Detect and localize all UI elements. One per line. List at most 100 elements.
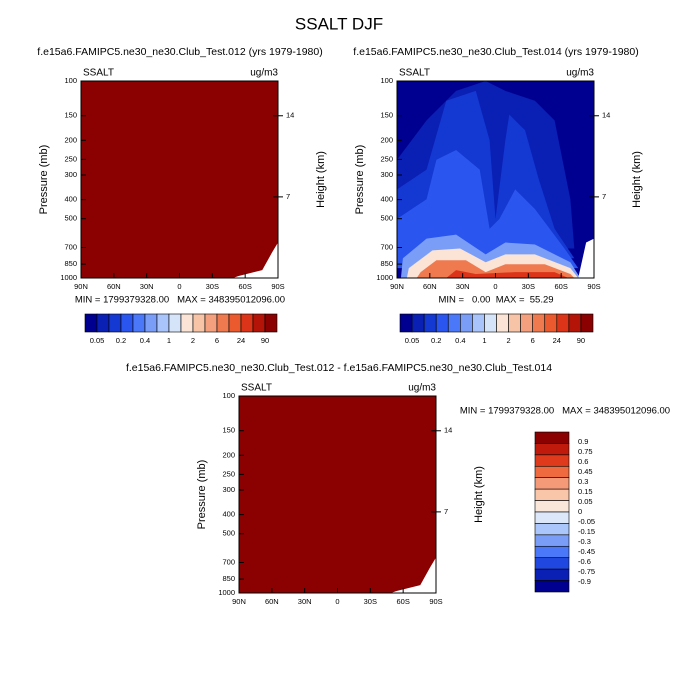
- colorbar-label: -0.45: [578, 547, 595, 556]
- colorbar-label: -0.9: [578, 577, 591, 586]
- colorbar-box: [108, 313, 122, 333]
- y2-tick-label: 7: [286, 192, 290, 201]
- colorbar-label: 0.05: [90, 336, 105, 345]
- y-tick-label: 200: [380, 135, 393, 144]
- y-tick-label: 200: [64, 135, 77, 144]
- x-tick-label: 60N: [107, 282, 121, 291]
- colorbar-label: 0.4: [455, 336, 465, 345]
- x-tick-label: 30N: [456, 282, 470, 291]
- contour-fill: [446, 270, 569, 278]
- x-tick-label: 30S: [206, 282, 219, 291]
- y-tick-label: 1000: [60, 273, 77, 282]
- colorbar-label: 0.6: [578, 457, 588, 466]
- y-tick-label: 100: [222, 391, 235, 400]
- colorbar-box: [534, 523, 570, 536]
- x-tick-label: 60N: [265, 597, 279, 606]
- y-tick-label: 150: [222, 426, 235, 435]
- x-tick-label: 90N: [74, 282, 88, 291]
- colorbar-label: 0.05: [405, 336, 420, 345]
- y2-axis-label: Height (km): [631, 151, 643, 208]
- colorbar-box: [423, 313, 437, 333]
- colorbar-box: [484, 313, 497, 333]
- colorbar-label: 0: [578, 507, 582, 516]
- y-tick-label: 850: [64, 259, 77, 268]
- y2-tick-label: 14: [602, 111, 610, 120]
- y-tick-label: 500: [380, 214, 393, 223]
- x-tick-label: 30S: [522, 282, 535, 291]
- contour-fill: [232, 242, 278, 278]
- contour-fill: [81, 81, 278, 278]
- colorbar-box: [568, 313, 582, 333]
- colorbar-box: [508, 313, 521, 333]
- x-tick-label: 60S: [396, 597, 409, 606]
- colorbar-label: -0.15: [578, 527, 595, 536]
- colorbar-box: [534, 557, 570, 570]
- y-tick-label: 700: [64, 242, 77, 251]
- colorbar-box: [544, 313, 558, 333]
- colorbar-label: 0.2: [431, 336, 441, 345]
- colorbar-box: [534, 431, 570, 444]
- colorbar-label: 0.2: [116, 336, 126, 345]
- colorbar-box: [216, 313, 230, 333]
- y2-axis-label: Height (km): [473, 466, 485, 523]
- colorbar-box: [496, 313, 509, 333]
- colorbar-box: [534, 534, 570, 547]
- y-tick-label: 400: [222, 510, 235, 519]
- panel-title: f.e15a6.FAMIPC5.ne30_ne30.Club_Test.012 …: [126, 362, 552, 374]
- colorbar-box: [84, 313, 98, 333]
- y-tick-label: 1000: [218, 588, 235, 597]
- colorbar-box: [534, 568, 570, 581]
- y-tick-label: 1000: [376, 273, 393, 282]
- y-axis-label: Pressure (mb): [38, 145, 50, 215]
- y-tick-label: 300: [222, 485, 235, 494]
- colorbar-box: [534, 454, 570, 467]
- y-tick-label: 100: [380, 76, 393, 85]
- colorbar-label: 6: [215, 336, 219, 345]
- x-tick-label: 0: [177, 282, 181, 291]
- contour-fill: [578, 238, 594, 278]
- y-axis-label: Pressure (mb): [196, 460, 208, 530]
- left-label: SSALT: [83, 68, 114, 79]
- colorbar-label: 90: [577, 336, 585, 345]
- colorbar-label: 24: [553, 336, 561, 345]
- left-label: SSALT: [241, 383, 272, 394]
- y2-tick-label: 14: [286, 111, 294, 120]
- colorbar-box: [534, 545, 570, 559]
- panel-title: f.e15a6.FAMIPC5.ne30_ne30.Club_Test.012 …: [37, 46, 322, 58]
- colorbar-box: [264, 313, 278, 333]
- colorbar-label: 1: [167, 336, 171, 345]
- y-tick-label: 300: [380, 170, 393, 179]
- colorbar-box: [534, 488, 570, 501]
- y-tick-label: 250: [222, 469, 235, 478]
- colorbar-box: [534, 511, 570, 524]
- colorbar-box: [192, 313, 206, 333]
- y-tick-label: 250: [380, 154, 393, 163]
- colorbar-box: [460, 313, 473, 333]
- colorbar-label: -0.75: [578, 567, 595, 576]
- colorbar-box: [447, 313, 461, 333]
- y-tick-label: 700: [380, 242, 393, 251]
- colorbar-box: [435, 313, 449, 333]
- colorbar-label: 0.3: [578, 477, 588, 486]
- colorbar-box: [96, 313, 110, 333]
- y-tick-label: 400: [380, 195, 393, 204]
- x-tick-label: 90N: [390, 282, 404, 291]
- y-axis-label: Pressure (mb): [354, 145, 366, 215]
- y-tick-label: 400: [64, 195, 77, 204]
- colorbar-box: [532, 313, 546, 333]
- y2-tick-label: 14: [444, 426, 452, 435]
- y-tick-label: 150: [64, 111, 77, 120]
- colorbar-box: [534, 580, 570, 593]
- x-tick-label: 0: [493, 282, 497, 291]
- contour-fill: [239, 396, 436, 593]
- colorbar-label: 1: [482, 336, 486, 345]
- x-tick-label: 60S: [238, 282, 251, 291]
- colorbar-box: [252, 313, 266, 333]
- y-tick-label: 100: [64, 76, 77, 85]
- right-label: ug/m3: [566, 68, 594, 79]
- colorbar-box: [534, 465, 570, 479]
- stats: MIN = 0.00 MAX = 55.29: [438, 295, 553, 306]
- y-tick-label: 250: [64, 154, 77, 163]
- colorbar-label: 24: [237, 336, 245, 345]
- colorbar-box: [180, 313, 194, 333]
